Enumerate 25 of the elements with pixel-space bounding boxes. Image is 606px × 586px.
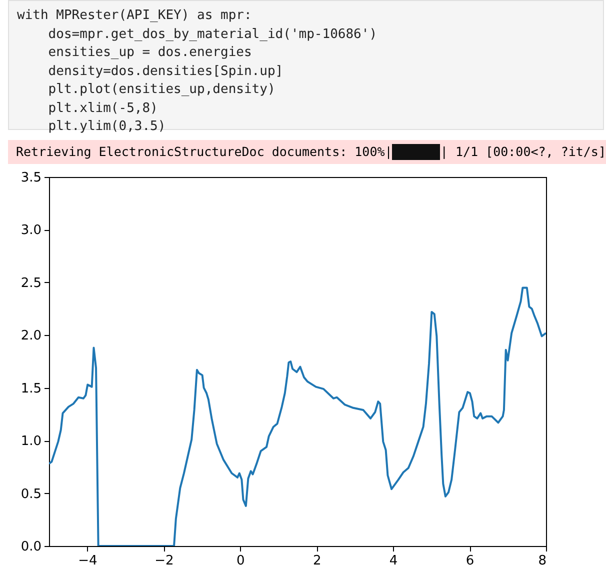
y-tick-label: 0.0 bbox=[20, 540, 42, 554]
x-tick-label: −2 bbox=[154, 554, 174, 568]
text: density=dos.densities[Spin.up] bbox=[47, 62, 284, 80]
y-tick-label: 3.0 bbox=[20, 223, 42, 238]
y-tick-label: 0.5 bbox=[20, 486, 42, 502]
x-tick-label: −4 bbox=[78, 554, 98, 568]
y-tick-label: 3.5 bbox=[20, 170, 42, 186]
text: | 1/1 [00:00<?, ?it/s] bbox=[440, 143, 606, 161]
text: plt.plot(ensities_up,density) bbox=[47, 81, 276, 99]
x-tick-label: 0 bbox=[236, 554, 245, 568]
y-tick-label: 1.0 bbox=[20, 434, 42, 450]
x-tick-label: 2 bbox=[312, 554, 322, 568]
y-tick-label: 2.0 bbox=[20, 328, 42, 344]
y-tick-label: 1.5 bbox=[20, 381, 42, 396]
text: with MPRester(API_KEY) as mpr: bbox=[17, 7, 253, 25]
text: ensities_up = dos.energies bbox=[47, 44, 253, 62]
text: Retrieving ElectronicStructureDoc documents: 100%| bbox=[16, 143, 392, 161]
x-tick-label: 8 bbox=[538, 554, 546, 568]
text: plt.ylim(0,3.5) bbox=[47, 118, 167, 136]
text: dos=mpr.get_dos_by_material_id('mp-10686') bbox=[47, 26, 378, 44]
line-series bbox=[49, 286, 546, 546]
x-tick-label: 6 bbox=[466, 554, 474, 568]
x-tick-label: 4 bbox=[389, 554, 398, 568]
y-tick-label: 2.5 bbox=[20, 276, 42, 291]
text: plt.xlim(-5,8) bbox=[47, 100, 159, 118]
